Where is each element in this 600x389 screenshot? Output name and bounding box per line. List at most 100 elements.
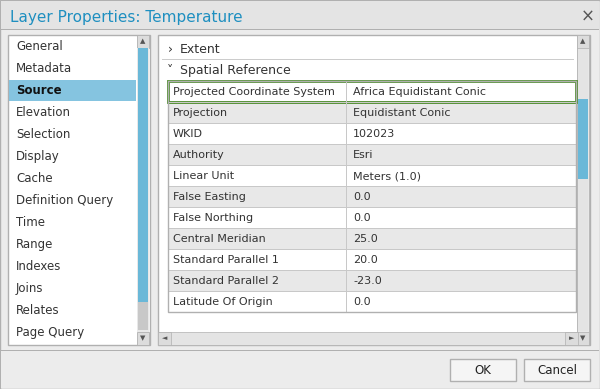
Bar <box>168 207 576 228</box>
Text: Authority: Authority <box>173 150 225 160</box>
Text: ▲: ▲ <box>580 39 586 44</box>
Bar <box>346 207 347 228</box>
Text: Source: Source <box>16 84 62 97</box>
Text: Esri: Esri <box>353 150 373 160</box>
Text: Spatial Reference: Spatial Reference <box>180 63 291 77</box>
Text: Projected Coordinate System: Projected Coordinate System <box>173 87 335 97</box>
Text: Relates: Relates <box>16 304 59 317</box>
Bar <box>346 228 347 249</box>
Text: Range: Range <box>16 238 53 251</box>
Text: OK: OK <box>475 364 491 377</box>
Text: Cancel: Cancel <box>537 364 577 377</box>
Bar <box>158 35 590 345</box>
Text: General: General <box>16 40 63 53</box>
Bar <box>346 249 347 270</box>
Text: Projection: Projection <box>173 108 228 118</box>
Text: Elevation: Elevation <box>16 106 71 119</box>
Bar <box>168 81 576 102</box>
Bar <box>168 102 576 123</box>
Bar <box>137 48 149 332</box>
Bar <box>168 228 576 249</box>
Bar <box>138 302 148 330</box>
Text: Latitude Of Origin: Latitude Of Origin <box>173 297 273 307</box>
Bar <box>577 35 589 345</box>
Bar <box>137 332 149 345</box>
Text: ►: ► <box>569 335 574 342</box>
Bar <box>346 123 347 144</box>
Bar <box>1 350 599 388</box>
Bar <box>450 359 516 381</box>
Text: Indexes: Indexes <box>16 260 61 273</box>
Text: Africa Equidistant Conic: Africa Equidistant Conic <box>353 87 486 97</box>
Text: Page Query: Page Query <box>16 326 84 339</box>
Bar <box>1 29 599 30</box>
Text: ▼: ▼ <box>140 335 146 342</box>
Text: 25.0: 25.0 <box>353 234 378 244</box>
Text: Meters (1.0): Meters (1.0) <box>353 171 421 181</box>
Text: Linear Unit: Linear Unit <box>173 171 234 181</box>
Text: ›: › <box>167 42 173 56</box>
Bar <box>1 350 599 351</box>
Text: Cache: Cache <box>16 172 53 185</box>
Bar <box>168 165 576 186</box>
Text: Display: Display <box>16 150 60 163</box>
Bar <box>346 270 347 291</box>
Bar <box>138 48 148 302</box>
Bar <box>168 144 576 145</box>
Bar <box>577 35 589 48</box>
Bar <box>346 82 347 102</box>
Bar <box>168 81 576 82</box>
Bar <box>168 270 576 271</box>
Bar <box>168 144 576 165</box>
Text: Equidistant Conic: Equidistant Conic <box>353 108 451 118</box>
Bar <box>524 359 590 381</box>
Text: Definition Query: Definition Query <box>16 194 113 207</box>
Text: ▼: ▼ <box>580 335 586 342</box>
Bar <box>346 102 347 123</box>
Text: Central Meridian: Central Meridian <box>173 234 266 244</box>
Bar <box>168 312 576 313</box>
Bar <box>168 102 576 103</box>
Bar <box>346 291 347 312</box>
Text: Selection: Selection <box>16 128 70 141</box>
Bar <box>346 144 347 165</box>
Text: Metadata: Metadata <box>16 62 72 75</box>
Text: ◄: ◄ <box>162 335 167 342</box>
Bar <box>168 81 576 102</box>
Bar <box>578 99 588 179</box>
Bar <box>168 249 576 250</box>
Text: False Easting: False Easting <box>173 192 246 202</box>
Bar <box>162 59 574 60</box>
Bar <box>577 332 589 345</box>
Text: False Northing: False Northing <box>173 213 253 223</box>
Bar <box>168 186 576 207</box>
Text: Time: Time <box>16 216 45 229</box>
Bar <box>168 291 576 312</box>
Bar <box>168 270 576 291</box>
Text: 0.0: 0.0 <box>353 213 371 223</box>
Text: 0.0: 0.0 <box>353 192 371 202</box>
Bar <box>168 123 576 124</box>
Bar <box>168 123 576 144</box>
Text: 20.0: 20.0 <box>353 255 378 265</box>
Bar <box>168 165 576 166</box>
Text: Standard Parallel 1: Standard Parallel 1 <box>173 255 279 265</box>
Text: ×: × <box>581 8 595 26</box>
Bar <box>565 332 578 345</box>
Text: ˅: ˅ <box>167 63 173 77</box>
Bar <box>168 186 576 187</box>
Bar <box>9 80 136 101</box>
Text: 102023: 102023 <box>353 129 395 139</box>
Bar <box>168 81 576 312</box>
Text: Joins: Joins <box>16 282 44 295</box>
Bar <box>158 332 171 345</box>
Text: Standard Parallel 2: Standard Parallel 2 <box>173 276 279 286</box>
Bar <box>168 228 576 229</box>
Bar <box>158 332 578 345</box>
Text: Layer Properties: Temperature: Layer Properties: Temperature <box>10 9 242 25</box>
Text: -23.0: -23.0 <box>353 276 382 286</box>
Text: ▲: ▲ <box>140 39 146 44</box>
Bar <box>168 207 576 208</box>
Bar <box>578 49 588 331</box>
Text: 0.0: 0.0 <box>353 297 371 307</box>
